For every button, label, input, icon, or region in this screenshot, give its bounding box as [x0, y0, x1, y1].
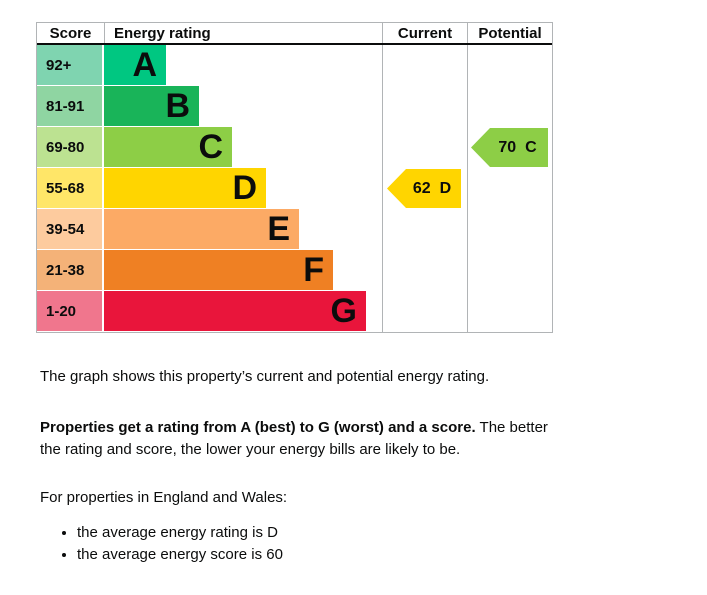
current-rating-arrow: 62 D [387, 169, 461, 208]
rating-bar-g: G [104, 291, 366, 332]
band-row-e: 39-54 E [37, 209, 552, 250]
band-row-d: 55-68 D [37, 168, 552, 209]
score-range-e: 39-54 [37, 209, 104, 250]
score-range-b: 81-91 [37, 86, 104, 127]
bullet-average-rating: the average energy rating is D [77, 522, 707, 544]
band-row-c: 69-80 C [37, 127, 552, 168]
intro-text: The graph shows this property’s current … [40, 368, 490, 385]
band-row-a: 92+ A [37, 45, 552, 86]
current-column: 62 D [382, 45, 467, 332]
bullet-average-score: the average energy score is 60 [77, 544, 707, 566]
rating-bar-c: C [104, 127, 232, 168]
score-range-f: 21-38 [37, 250, 104, 291]
potential-column: 70 C [467, 45, 552, 332]
band-row-g: 1-20 G [37, 291, 552, 332]
rating-explanation-bold: Properties get a rating from A (best) to… [40, 419, 476, 436]
rating-explanation-rest-1: The better [479, 419, 548, 436]
band-row-f: 21-38 F [37, 250, 552, 291]
current-score: 62 [412, 179, 431, 197]
rating-explanation: Properties get a rating from A (best) to… [40, 417, 600, 461]
header-score: Score [49, 24, 92, 42]
rating-bar-f: F [104, 250, 333, 291]
potential-band: C [525, 138, 537, 156]
band-row-b: 81-91 B [37, 86, 552, 127]
rating-explanation-rest-2: the rating and score, the lower your ene… [40, 441, 461, 458]
rating-bar-a: A [104, 45, 166, 86]
chart-body: 92+ A 81-91 B 69-80 C 55-68 D 39-54 E 21… [37, 45, 552, 332]
current-band: D [439, 179, 452, 197]
score-range-d: 55-68 [37, 168, 104, 209]
header-current: Current [382, 23, 467, 43]
averages-list: the average energy rating is D the avera… [40, 522, 707, 566]
header-potential: Potential [467, 23, 552, 43]
score-range-g: 1-20 [37, 291, 104, 332]
description-text: The graph shows this property’s current … [40, 366, 707, 566]
epc-rating-chart: Score Energy rating Current Potential 92… [36, 22, 553, 333]
rating-bar-d: D [104, 168, 266, 209]
potential-rating-arrow: 70 C [471, 128, 548, 167]
region-text: For properties in England and Wales: [40, 489, 288, 506]
header-energy-rating: Energy rating [104, 23, 382, 43]
chart-header: Score Energy rating Current Potential [37, 23, 552, 45]
rating-bar-e: E [104, 209, 299, 250]
score-range-a: 92+ [37, 45, 104, 86]
rating-bar-b: B [104, 86, 199, 127]
potential-score: 70 [498, 138, 517, 156]
score-range-c: 69-80 [37, 127, 104, 168]
